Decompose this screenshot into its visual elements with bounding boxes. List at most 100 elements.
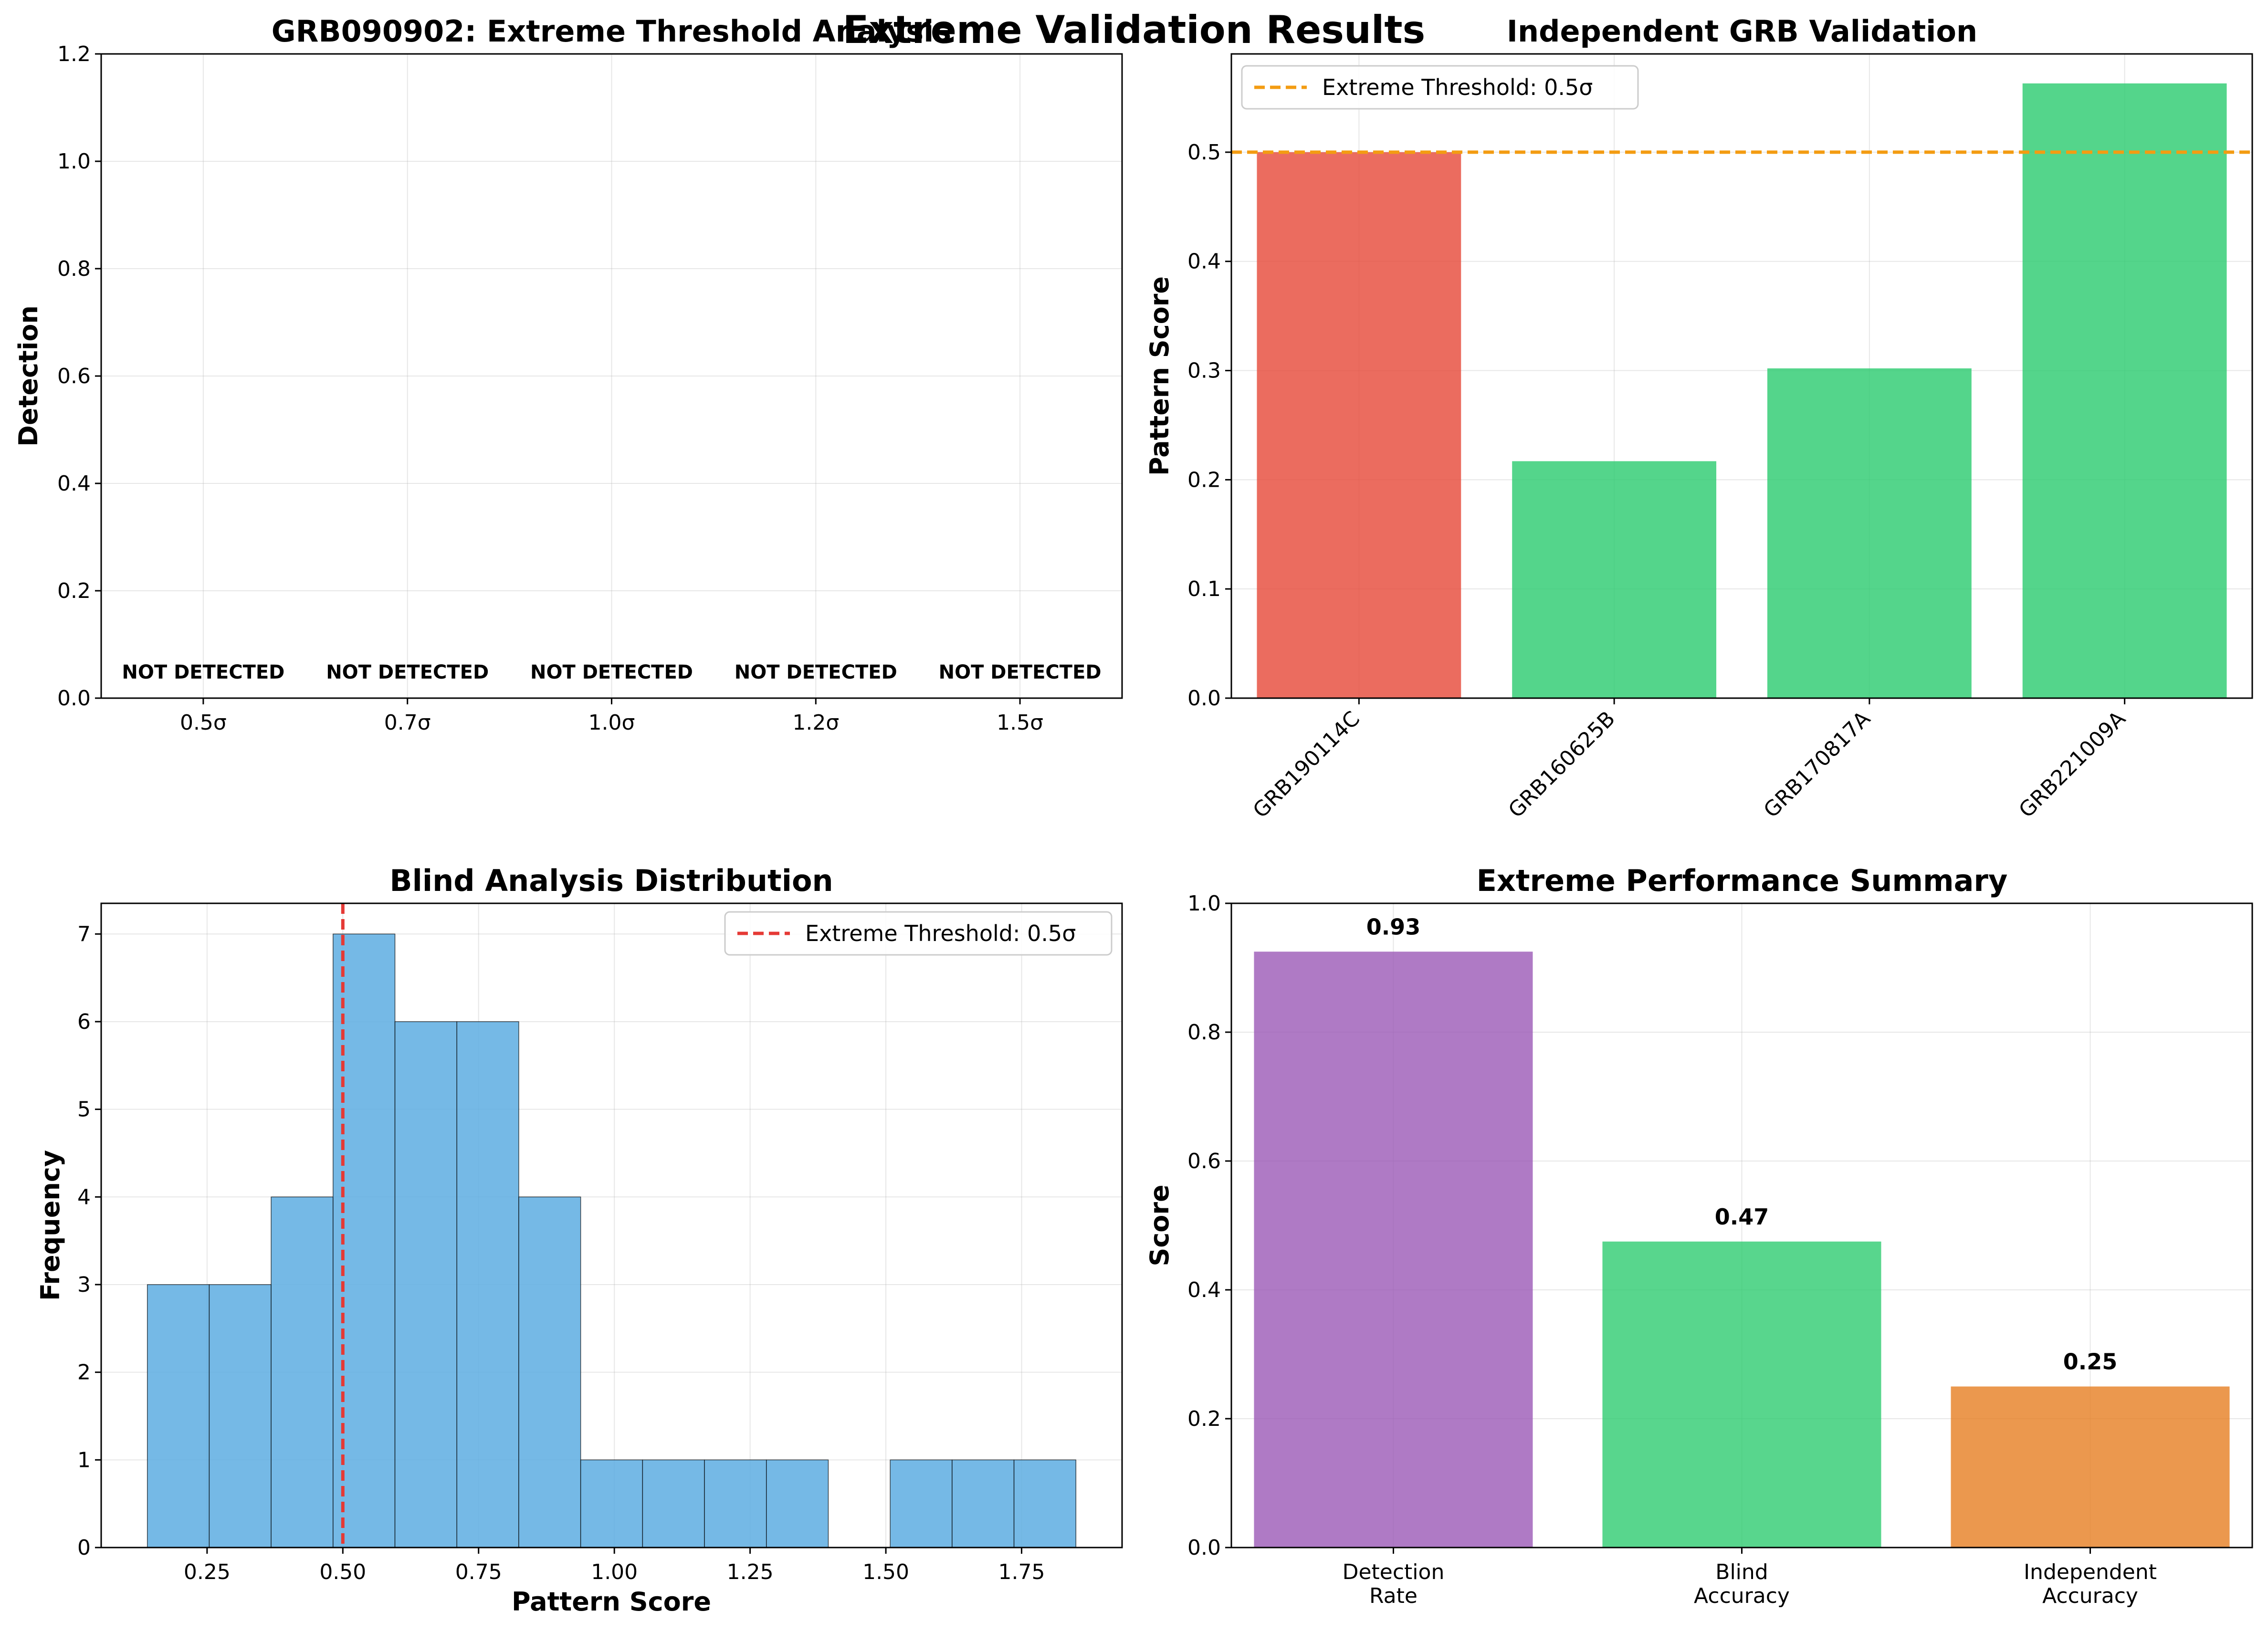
threshold-panel-title: GRB090902: Extreme Threshold Analysis — [272, 14, 952, 49]
threshold-annotations: NOT DETECTED NOT DETECTED NOT DETECTED NOT … — [122, 661, 1101, 683]
blind-x-axis-label: Pattern Score — [512, 1587, 711, 1617]
blind-ticks: 0 1 2 3 4 5 6 7 0.25 0.50 0.75 1.00 1.25 1.50 1.75 — [77, 922, 1045, 1584]
summary-bar — [1602, 1241, 1881, 1548]
independent-axes-frame — [1230, 53, 2253, 699]
blind-histogram-bar — [147, 1284, 210, 1548]
blind-x-tick-label: 0.25 — [184, 1560, 231, 1584]
blind-histogram-bar — [580, 1459, 643, 1548]
summary-y-tick-label: 1.0 — [1187, 891, 1221, 916]
independent-bar — [1767, 368, 1972, 698]
summary-bar — [1254, 952, 1533, 1548]
threshold-not-detected-label: NOT DETECTED — [530, 661, 693, 683]
blind-axes-frame — [100, 902, 1123, 1548]
threshold-not-detected-label: NOT DETECTED — [326, 661, 489, 683]
blind-panel-title: Blind Analysis Distribution — [389, 863, 833, 898]
threshold-y-tick-label: 0.6 — [57, 364, 91, 388]
blind-y-axis-label: Frequency — [35, 1150, 65, 1301]
independent-legend-label: Extreme Threshold: 0.5σ — [1322, 74, 1593, 100]
independent-y-tick-label: 0.3 — [1187, 359, 1221, 383]
summary-y-tick-label: 0.0 — [1187, 1536, 1221, 1560]
blind-y-tick-label: 0 — [77, 1536, 91, 1560]
blind-histogram-bar — [271, 1196, 334, 1548]
blind-histogram-bar — [704, 1459, 767, 1548]
panel-blind: 0 1 2 3 4 5 6 7 0.25 0.50 0.75 1.00 1.25 1.50 1.75 Bli… — [35, 863, 1123, 1617]
threshold-not-detected-label: NOT DETECTED — [122, 661, 284, 683]
summary-y-tick-label: 0.2 — [1187, 1407, 1221, 1431]
summary-y-tick-label: 0.8 — [1187, 1020, 1221, 1045]
threshold-not-detected-label: NOT DETECTED — [939, 661, 1102, 683]
blind-y-tick-label: 7 — [77, 922, 91, 946]
blind-x-tick-label: 1.50 — [862, 1560, 909, 1584]
blind-y-tick-label: 5 — [77, 1098, 91, 1122]
independent-bar — [1257, 152, 1461, 699]
blind-histogram-bar — [952, 1459, 1015, 1548]
summary-value-label: 0.93 — [1366, 914, 1421, 940]
blind-y-tick-label: 6 — [77, 1010, 91, 1034]
blind-x-tick-label: 0.50 — [319, 1560, 366, 1584]
summary-x-tick-label: Blind Accuracy — [1694, 1560, 1790, 1608]
threshold-grid — [101, 53, 1122, 699]
threshold-y-tick-label: 0.2 — [57, 579, 91, 603]
threshold-y-tick-label: 1.2 — [57, 42, 91, 66]
blind-x-tick-label: 1.25 — [727, 1560, 774, 1584]
panel-summary: 0.93 0.47 0.25 0.0 0.2 0.4 0.6 0.8 1.0 Detection… — [1144, 863, 2253, 1608]
threshold-y-tick-label: 0.4 — [57, 471, 91, 496]
summary-value-labels: 0.93 0.47 0.25 — [1366, 914, 2118, 1374]
blind-y-tick-label: 1 — [77, 1448, 91, 1472]
threshold-x-tick-label: 1.5σ — [997, 711, 1043, 735]
threshold-y-tick-label: 0.0 — [57, 686, 91, 711]
summary-panel-title: Extreme Performance Summary — [1477, 863, 2008, 898]
summary-y-tick-label: 0.6 — [1187, 1149, 1221, 1173]
blind-legend-box — [724, 911, 1113, 956]
summary-value-label: 0.47 — [1715, 1204, 1769, 1230]
summary-bar — [1951, 1386, 2230, 1548]
threshold-x-tick-label: 0.5σ — [180, 711, 227, 735]
summary-value-label: 0.25 — [2063, 1349, 2118, 1375]
independent-panel-title: Independent GRB Validation — [1507, 14, 1977, 49]
blind-x-tick-label: 0.75 — [455, 1560, 502, 1584]
independent-legend: Extreme Threshold: 0.5σ — [1241, 65, 1639, 110]
figure-suptitle: Extreme Validation Results — [843, 8, 1425, 52]
panel-threshold: NOT DETECTED NOT DETECTED NOT DETECTED NOT … — [13, 14, 1123, 735]
blind-histogram-bar — [209, 1284, 272, 1548]
summary-ticks: 0.0 0.2 0.4 0.6 0.8 1.0 Detection Rate Blind Accu… — [1187, 891, 2157, 1608]
independent-y-tick-label: 0.4 — [1187, 250, 1221, 274]
threshold-y-tick-label: 1.0 — [57, 149, 91, 174]
independent-legend-box — [1241, 65, 1639, 110]
threshold-x-tick-label: 0.7σ — [384, 711, 431, 735]
blind-histogram-bar — [1013, 1459, 1077, 1548]
independent-bar — [1512, 461, 1717, 698]
blind-legend: Extreme Threshold: 0.5σ — [724, 911, 1113, 956]
blind-y-tick-label: 3 — [77, 1273, 91, 1297]
independent-bar — [2022, 83, 2227, 698]
independent-y-axis-label: Pattern Score — [1144, 276, 1175, 476]
independent-y-tick-label: 0.1 — [1187, 577, 1221, 601]
summary-x-tick-label: Detection Rate — [1343, 1560, 1445, 1608]
blind-x-tick-label: 1.75 — [998, 1560, 1045, 1584]
blind-y-tick-label: 4 — [77, 1185, 91, 1209]
independent-y-tick-label: 0.5 — [1187, 140, 1221, 165]
threshold-y-axis-label: Detection — [13, 305, 43, 447]
blind-histogram-bar — [890, 1459, 953, 1548]
summary-bars — [1254, 952, 2230, 1548]
blind-x-tick-label: 1.00 — [591, 1560, 638, 1584]
independent-bars — [1257, 83, 2227, 699]
summary-x-tick-label: Independent Accuracy — [2024, 1560, 2157, 1608]
summary-y-tick-label: 0.4 — [1187, 1278, 1221, 1302]
blind-y-tick-label: 2 — [77, 1360, 91, 1385]
threshold-x-tick-label: 1.2σ — [792, 711, 839, 735]
threshold-ticks: 0.0 0.2 0.4 0.6 0.8 1.0 1.2 0.5σ 0.7σ 1.0σ 1.2σ 1.5… — [57, 42, 1043, 735]
blind-legend-label: Extreme Threshold: 0.5σ — [805, 921, 1076, 946]
blind-histogram-bar — [518, 1196, 581, 1548]
summary-y-axis-label: Score — [1144, 1184, 1175, 1266]
threshold-not-detected-label: NOT DETECTED — [735, 661, 897, 683]
blind-histogram-bar — [766, 1459, 829, 1548]
blind-histogram-bar — [456, 1021, 519, 1548]
threshold-y-tick-label: 0.8 — [57, 257, 91, 281]
threshold-x-tick-label: 1.0σ — [588, 711, 635, 735]
independent-y-tick-label: 0.0 — [1187, 686, 1221, 711]
blind-histogram-bar — [394, 1021, 457, 1548]
independent-y-tick-label: 0.2 — [1187, 468, 1221, 492]
blind-histogram-bar — [642, 1459, 705, 1548]
